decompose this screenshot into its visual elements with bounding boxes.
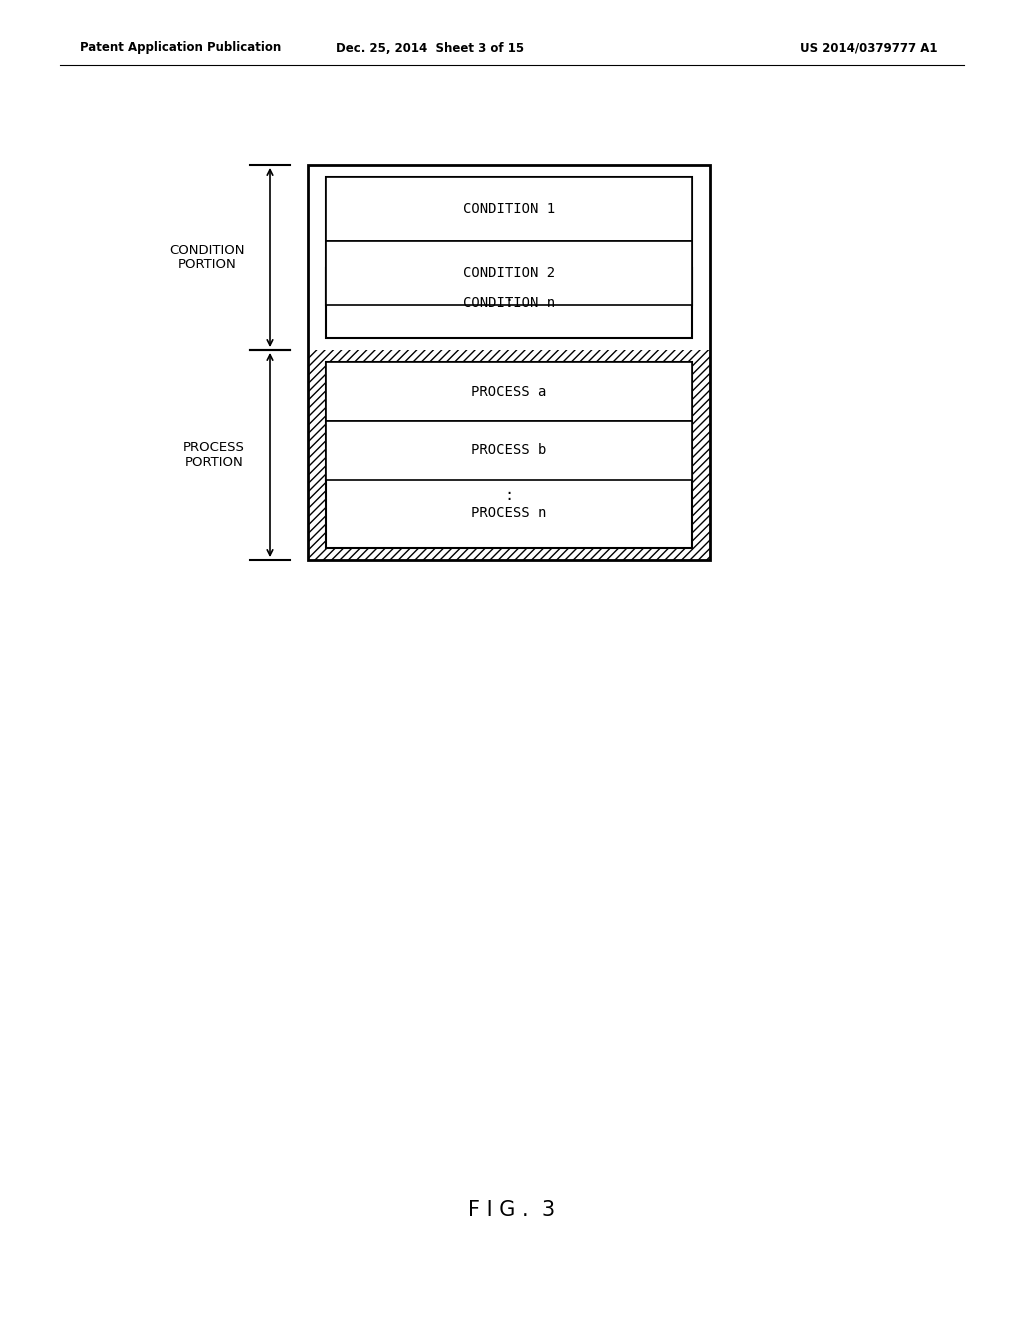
Bar — [326, 421, 692, 480]
Text: CONDITION n: CONDITION n — [463, 296, 555, 310]
Bar — [326, 362, 692, 421]
Text: :: : — [505, 487, 514, 503]
Text: CONDITION 2: CONDITION 2 — [463, 267, 555, 280]
Bar — [326, 177, 692, 305]
Text: PROCESS a: PROCESS a — [471, 384, 547, 399]
Text: Dec. 25, 2014  Sheet 3 of 15: Dec. 25, 2014 Sheet 3 of 15 — [336, 41, 524, 54]
Bar — [308, 165, 710, 560]
Bar — [326, 268, 692, 338]
Text: F I G .  3: F I G . 3 — [468, 1200, 556, 1220]
Text: PROCESS
PORTION: PROCESS PORTION — [183, 441, 245, 469]
Text: Patent Application Publication: Patent Application Publication — [80, 41, 282, 54]
Bar — [308, 165, 710, 350]
Text: PROCESS b: PROCESS b — [471, 444, 547, 458]
Bar — [326, 362, 692, 480]
Bar — [308, 350, 710, 560]
Text: CONDITION
PORTION: CONDITION PORTION — [170, 243, 245, 272]
Bar — [326, 177, 692, 242]
Text: US 2014/0379777 A1: US 2014/0379777 A1 — [800, 41, 938, 54]
Text: :: : — [505, 294, 514, 310]
Text: CONDITION 1: CONDITION 1 — [463, 202, 555, 216]
Bar — [326, 242, 692, 305]
Text: PROCESS n: PROCESS n — [471, 506, 547, 520]
Bar — [326, 478, 692, 548]
